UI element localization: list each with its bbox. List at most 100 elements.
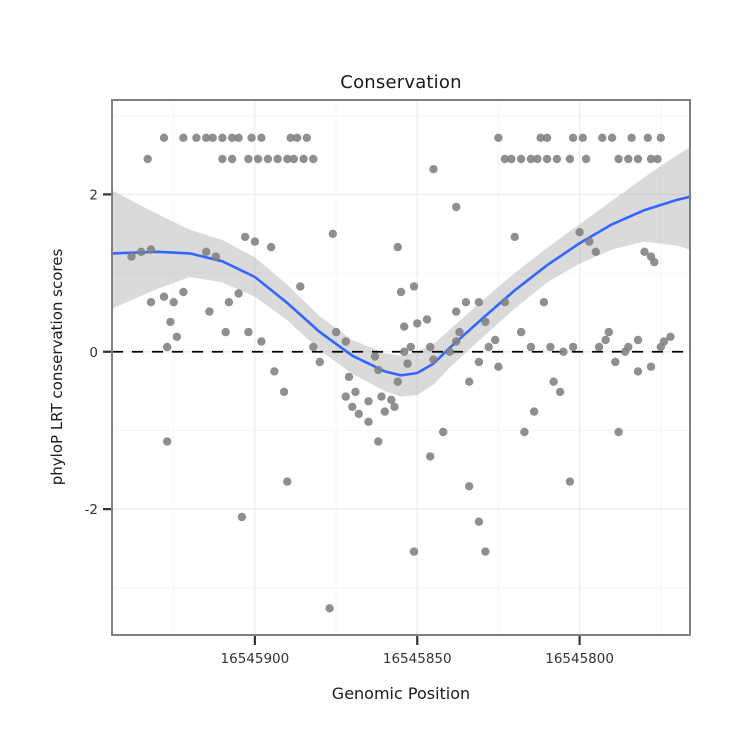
data-point: [328, 229, 337, 238]
data-point: [351, 387, 360, 397]
data-point: [240, 232, 250, 242]
data-point: [474, 517, 484, 526]
data-point: [465, 377, 474, 386]
data-point: [166, 317, 175, 327]
data-point: [208, 133, 217, 142]
data-point: [409, 282, 419, 291]
data-point: [159, 133, 169, 142]
data-point: [393, 242, 402, 252]
data-point: [653, 154, 662, 164]
data-point: [474, 357, 484, 367]
data-point: [205, 307, 214, 316]
data-point: [344, 372, 354, 382]
data-point: [169, 298, 178, 307]
data-point: [552, 154, 562, 164]
data-point: [633, 367, 643, 376]
data-point: [218, 154, 227, 164]
data-point: [536, 133, 545, 142]
data-point: [455, 327, 464, 337]
data-point: [400, 322, 409, 331]
data-point: [426, 342, 435, 352]
data-point: [292, 133, 302, 142]
data-point: [585, 237, 594, 246]
data-point: [257, 133, 266, 142]
data-point: [461, 298, 471, 307]
data-point: [273, 154, 282, 164]
data-point: [283, 154, 292, 164]
data-point: [526, 154, 536, 164]
data-point: [393, 377, 402, 386]
data-point: [429, 165, 438, 174]
data-point: [172, 332, 182, 341]
data-point: [227, 154, 237, 164]
data-point: [341, 337, 350, 346]
data-point: [396, 287, 406, 297]
data-point: [500, 154, 510, 164]
data-point: [422, 315, 432, 324]
data-point: [299, 154, 308, 164]
x-tick-label: 16545800: [545, 651, 614, 667]
data-point: [542, 133, 552, 142]
data-point: [263, 154, 273, 164]
data-point: [594, 342, 604, 352]
data-point: [302, 133, 311, 142]
data-point: [390, 402, 399, 411]
data-point: [364, 397, 373, 406]
data-point: [253, 154, 263, 164]
data-point: [646, 154, 656, 164]
data-point: [491, 335, 500, 345]
data-point: [452, 202, 461, 212]
data-point: [221, 327, 230, 337]
data-point: [601, 335, 610, 345]
panel-border-rect: [111, 99, 691, 636]
data-point: [257, 337, 266, 346]
data-point: [192, 133, 201, 142]
data-point: [465, 482, 474, 491]
data-point: [237, 512, 247, 522]
confidence-band: [112, 147, 690, 397]
data-point: [494, 133, 503, 142]
data-point: [659, 337, 669, 346]
data-point: [374, 365, 383, 375]
data-point: [325, 604, 334, 613]
data-point: [179, 287, 188, 297]
data-point: [380, 407, 389, 416]
data-point: [607, 133, 617, 142]
data-point: [146, 298, 156, 307]
data-point: [413, 319, 422, 328]
data-point: [387, 395, 396, 404]
data-point: [244, 154, 253, 164]
plot-panel: [112, 100, 690, 635]
data-point: [591, 247, 600, 256]
data-point: [549, 377, 558, 386]
panel-border: [111, 99, 691, 636]
data-point: [581, 154, 591, 164]
data-point: [247, 133, 256, 142]
data-point: [283, 477, 292, 486]
data-point: [614, 427, 623, 437]
data-point: [289, 154, 298, 164]
data-point: [377, 392, 386, 401]
data-point: [341, 392, 350, 401]
data-point: [565, 477, 575, 486]
data-point: [234, 289, 243, 298]
y-tick-label: 2: [89, 187, 98, 203]
data-point: [202, 133, 211, 142]
panel-background: [112, 100, 690, 635]
data-point: [429, 355, 438, 364]
data-point: [568, 342, 578, 352]
data-point: [640, 247, 649, 256]
data-point: [452, 307, 461, 316]
data-point: [452, 337, 461, 346]
data-point: [546, 342, 555, 352]
data-point: [331, 327, 341, 337]
data-point: [516, 154, 526, 164]
data-point: [234, 133, 243, 142]
data-point: [516, 327, 526, 337]
data-point: [481, 547, 490, 556]
data-point: [400, 347, 409, 356]
chart-title: Conservation: [340, 72, 462, 93]
data-point: [542, 154, 552, 164]
data-point: [426, 452, 435, 461]
